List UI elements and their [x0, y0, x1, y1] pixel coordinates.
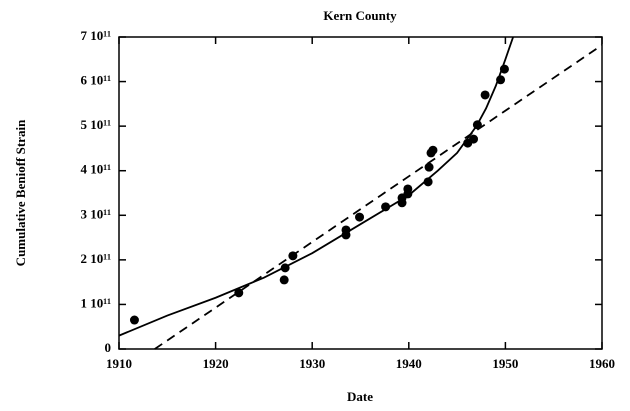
- y-tick-label: 1 10¹¹: [80, 295, 111, 310]
- data-point: [469, 134, 479, 144]
- data-point: [499, 64, 509, 74]
- fit-line: [118, 36, 514, 337]
- y-tick-label: 7 10¹¹: [80, 28, 111, 43]
- x-tick-label: 1910: [106, 356, 132, 371]
- data-point: [288, 251, 298, 261]
- data-point: [472, 120, 482, 130]
- x-tick-label: 1950: [492, 356, 518, 371]
- data-point: [428, 145, 438, 155]
- plot-frame: [118, 36, 603, 350]
- y-tick-label: 6 10¹¹: [80, 73, 111, 88]
- data-point: [279, 275, 289, 285]
- y-tick-label: 0: [105, 340, 112, 355]
- data-point: [234, 288, 244, 298]
- data-point: [403, 189, 413, 199]
- data-point: [480, 90, 490, 100]
- y-axis-label: Cumulative Benioff Strain: [13, 119, 28, 266]
- data-point: [341, 230, 351, 240]
- data-point: [280, 263, 290, 273]
- x-tick-label: 1940: [396, 356, 422, 371]
- y-tick-label: 4 10¹¹: [80, 162, 111, 177]
- data-point: [129, 315, 139, 325]
- data-point: [496, 75, 506, 85]
- data-point: [423, 177, 433, 187]
- data-point: [381, 202, 391, 212]
- data-point: [424, 162, 434, 172]
- x-tick-label: 1920: [203, 356, 229, 371]
- x-tick-label: 1930: [299, 356, 325, 371]
- y-tick-label: 2 10¹¹: [80, 251, 111, 266]
- data-point: [355, 212, 365, 222]
- fit-line: [154, 44, 603, 350]
- data-point: [397, 198, 407, 208]
- x-tick-label: 1960: [589, 356, 615, 371]
- y-tick-label: 5 10¹¹: [80, 117, 111, 132]
- y-tick-label: 3 10¹¹: [80, 206, 111, 221]
- x-axis-label: Date: [347, 389, 373, 404]
- chart-title: Kern County: [323, 8, 397, 23]
